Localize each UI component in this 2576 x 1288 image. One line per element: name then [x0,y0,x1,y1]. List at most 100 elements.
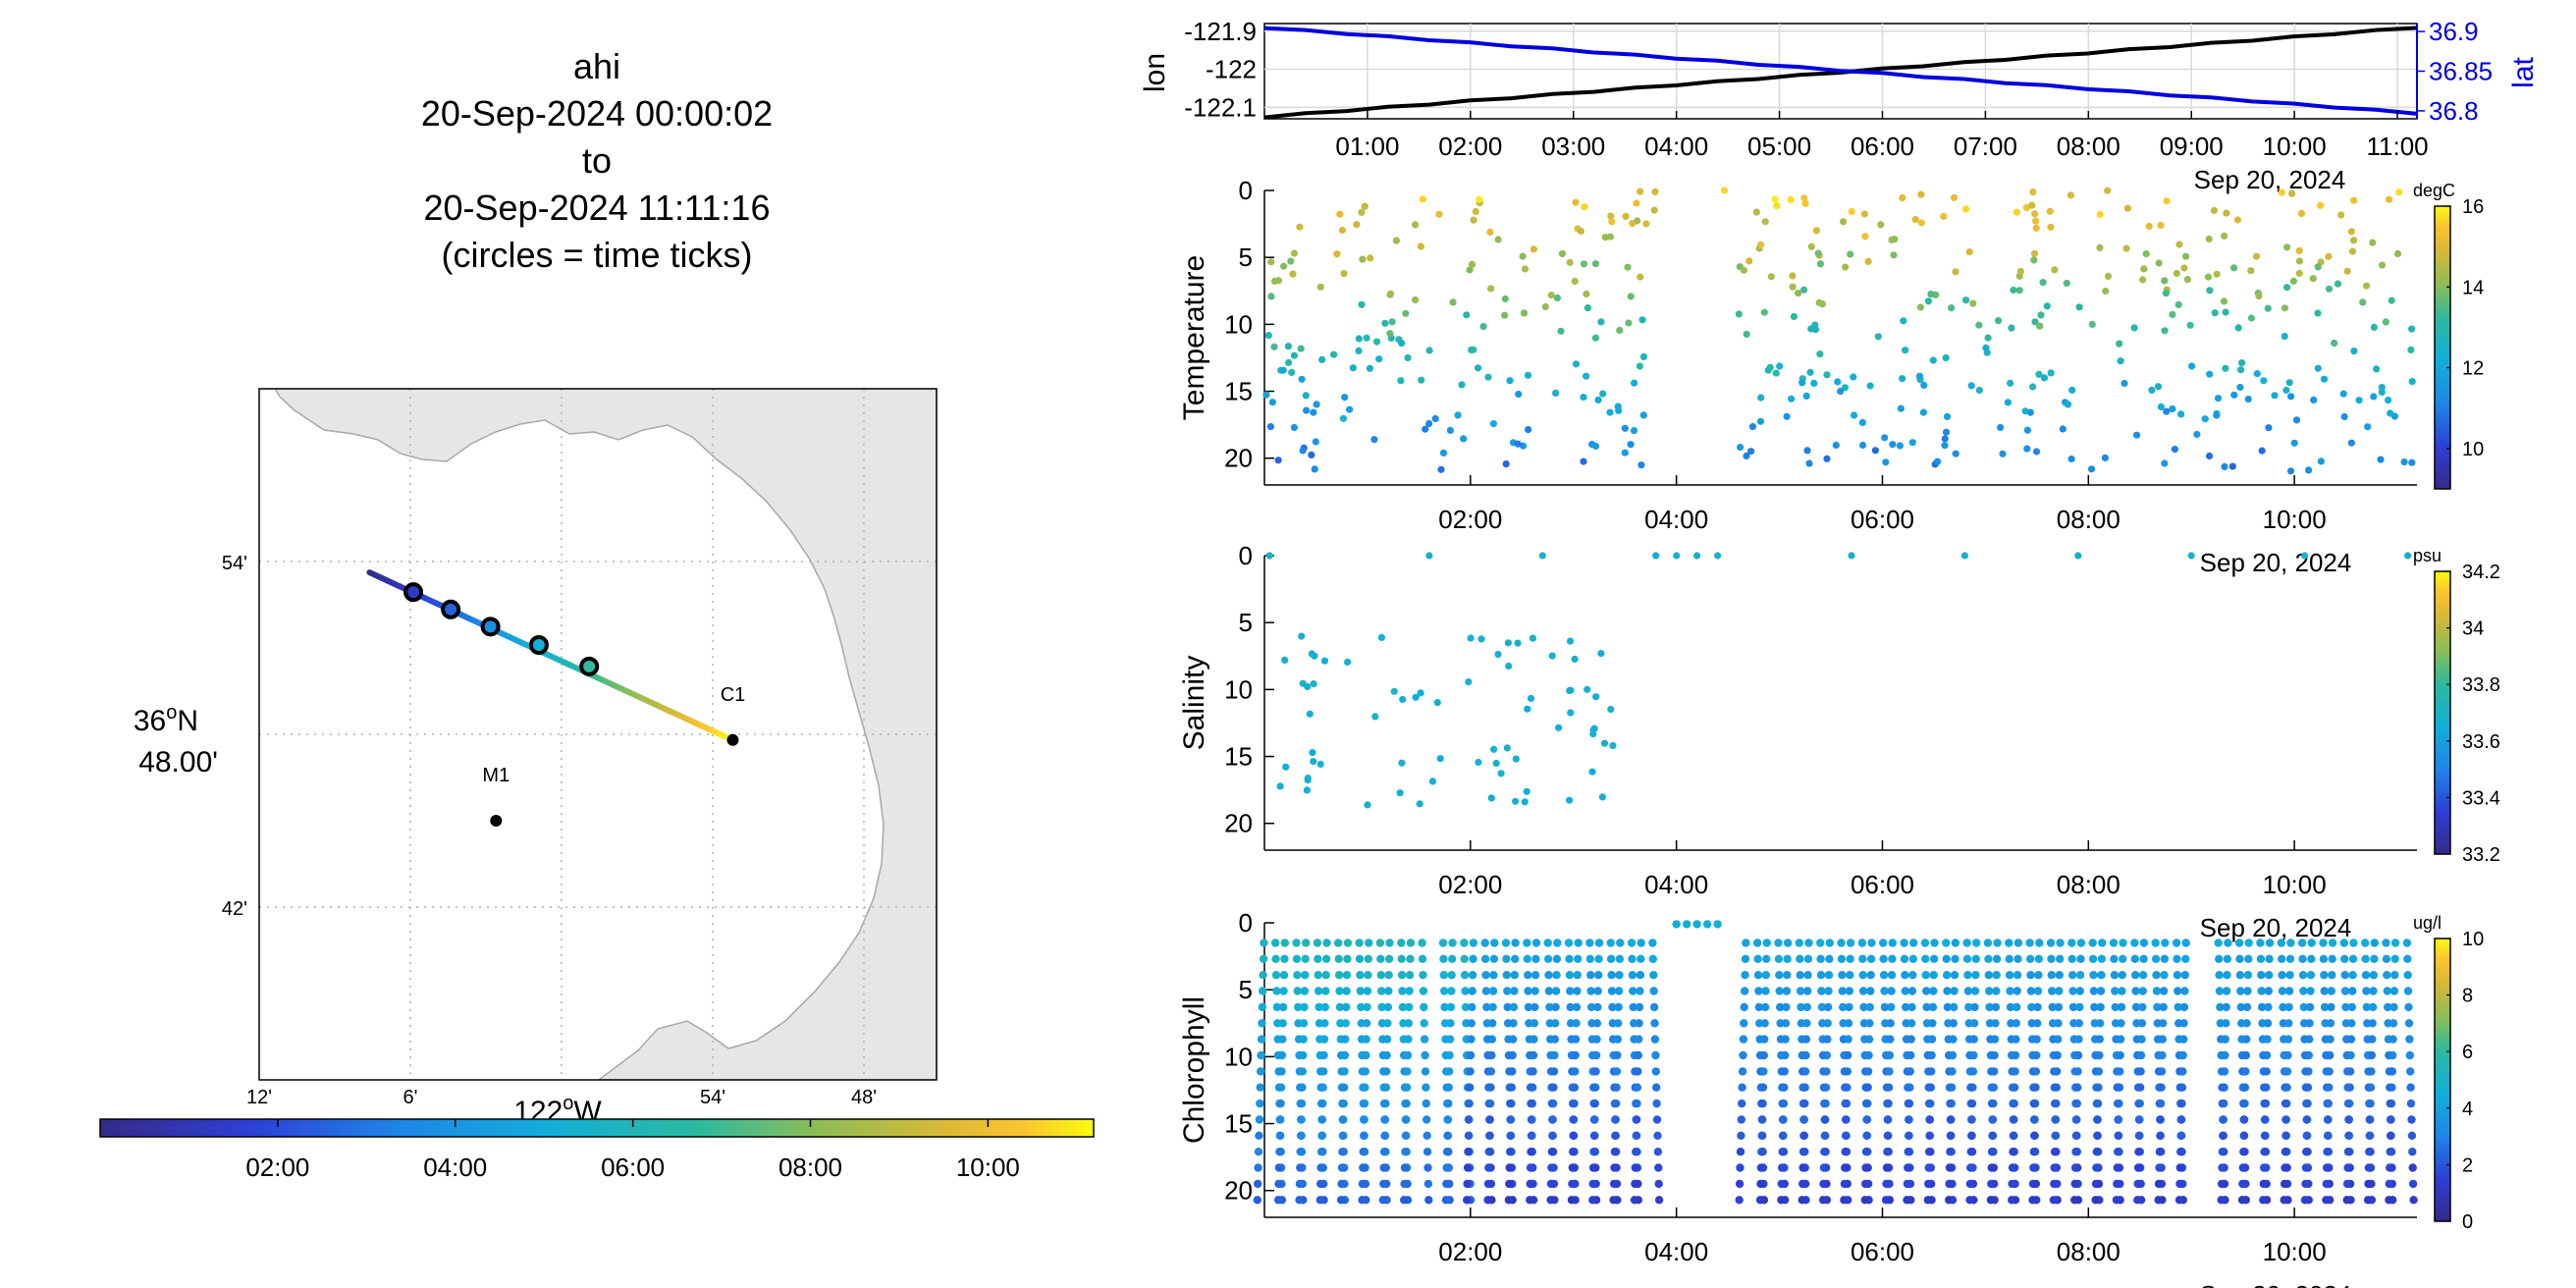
chlorophyll-point [2281,1115,2290,1124]
chlorophyll-point [1650,1019,1659,1028]
position-xtick-label: 01:00 [1335,132,1399,161]
chlorophyll-point [1880,987,1889,995]
chlorophyll-point [1530,1035,1538,1044]
chlorophyll-point [1816,954,1825,963]
chlorophyll-point [1275,1148,1284,1156]
chlorophyll-point [1924,1148,1934,1156]
chlorophyll-point [2151,939,2160,947]
chlorophyll-point [1338,1131,1348,1141]
chlorophyll-point [1589,1148,1598,1156]
chlorophyll-point [2073,1050,2083,1060]
chlorophyll-point [1397,954,1406,963]
temperature-point [1404,353,1412,362]
temperature-point [1798,379,1806,387]
chlorophyll-point [1798,1148,1808,1156]
temperature-point [2163,407,2171,415]
chlorophyll-point [1256,1083,1264,1092]
chlorophyll-point [1629,987,1637,995]
salinity-ytick-label: 20 [1224,809,1253,838]
temperature-colorbar [2434,205,2451,490]
chlorophyll-point [1779,1115,1788,1124]
temperature-point [1735,310,1743,318]
chlorophyll-point [1887,971,1897,980]
temperature-point [1412,221,1420,229]
temperature-point [1942,353,1950,362]
chlorophyll-point [1378,1196,1388,1205]
map-lat-label-54: 54' [222,553,247,574]
temperature-point [1310,408,1317,416]
chlorophyll-point [1631,1163,1640,1172]
temperature-point [1795,290,1802,297]
salinity-point [1377,633,1385,642]
temperature-point [1458,381,1466,389]
chlorophyll-point [1502,954,1511,963]
chlorophyll-point [1293,987,1303,995]
temperature-point [1766,363,1774,371]
chlorophyll-point [1635,1019,1643,1028]
chlorophyll-point [1419,987,1428,995]
chlorophyll-point [1816,971,1826,980]
temperature-point [1392,237,1400,244]
salinity-point [1566,796,1574,804]
chlorophyll-point [1628,971,1637,980]
chlorophyll-point [1843,1083,1852,1092]
chlorophyll-point [2243,971,2253,980]
chlorophyll-point [1544,987,1554,995]
chlorophyll-point [2283,1035,2293,1044]
chlorophyll-point [2366,1083,2376,1092]
chlorophyll-point [1511,939,1520,947]
temperature-point [1311,465,1318,473]
temperature-point [2201,415,2209,423]
chlorophyll-point [1299,1019,1309,1028]
salinity-colorbar-tick-label: 34.2 [2462,562,2500,583]
map-lat-label-48: 48.00' [138,746,218,778]
chlorophyll-point [2385,1196,2393,1205]
chlorophyll-point [1988,1131,1997,1141]
temperature-point [1501,295,1509,302]
temperature-point [2223,209,2230,217]
chlorophyll-point [2322,1196,2331,1205]
chlorophyll-point [1280,954,1289,963]
salinity-point [1311,652,1318,660]
chlorophyll-point [1969,1035,1978,1044]
chlorophyll-point [2239,1115,2249,1124]
chlorophyll-point [1591,1050,1601,1060]
chlorophyll-point [2389,1002,2398,1012]
chlorophyll-point [1465,1099,1474,1108]
chlorophyll-point [2402,939,2412,947]
salinity-point [1320,657,1329,665]
salinity-point [1512,797,1520,805]
chlorophyll-point [1272,1002,1282,1012]
temperature-xtick-label: 10:00 [2263,505,2327,534]
temperature-point [2325,252,2333,260]
chlorophyll-point [2219,1115,2227,1124]
chlorophyll-point [2073,1083,2082,1092]
temperature-point [2236,383,2244,392]
chlorophyll-point [2325,1083,2334,1092]
chlorophyll-point [1967,1131,1976,1141]
temperature-point [1270,343,1278,350]
temperature-point [2287,393,2295,401]
chlorophyll-point [2028,1179,2038,1189]
chlorophyll-point [1424,1196,1433,1205]
temperature-point [1583,304,1591,312]
chlorophyll-point [1629,1002,1637,1012]
chlorophyll-point [2367,1067,2376,1076]
temperature-point [2230,391,2238,399]
chlorophyll-point [2215,971,2224,980]
temperature-point [1908,439,1916,447]
chlorophyll-point [2305,1002,2315,1012]
chlorophyll-point [1777,1179,1787,1189]
chlorophyll-point [1879,954,1888,963]
chlorophyll-point [1796,971,1804,980]
salinity-point [1310,680,1317,688]
temperature-point [1594,396,1602,403]
chlorophyll-point [1803,971,1812,980]
chlorophyll-point [1702,920,1712,929]
chlorophyll-point [1570,1083,1580,1092]
chlorophyll-point [1949,1019,1959,1028]
chlorophyll-point [2027,1002,2036,1012]
temperature-point [1840,218,1848,226]
chlorophyll-point [1460,939,1469,947]
temperature-point [2063,279,2070,288]
